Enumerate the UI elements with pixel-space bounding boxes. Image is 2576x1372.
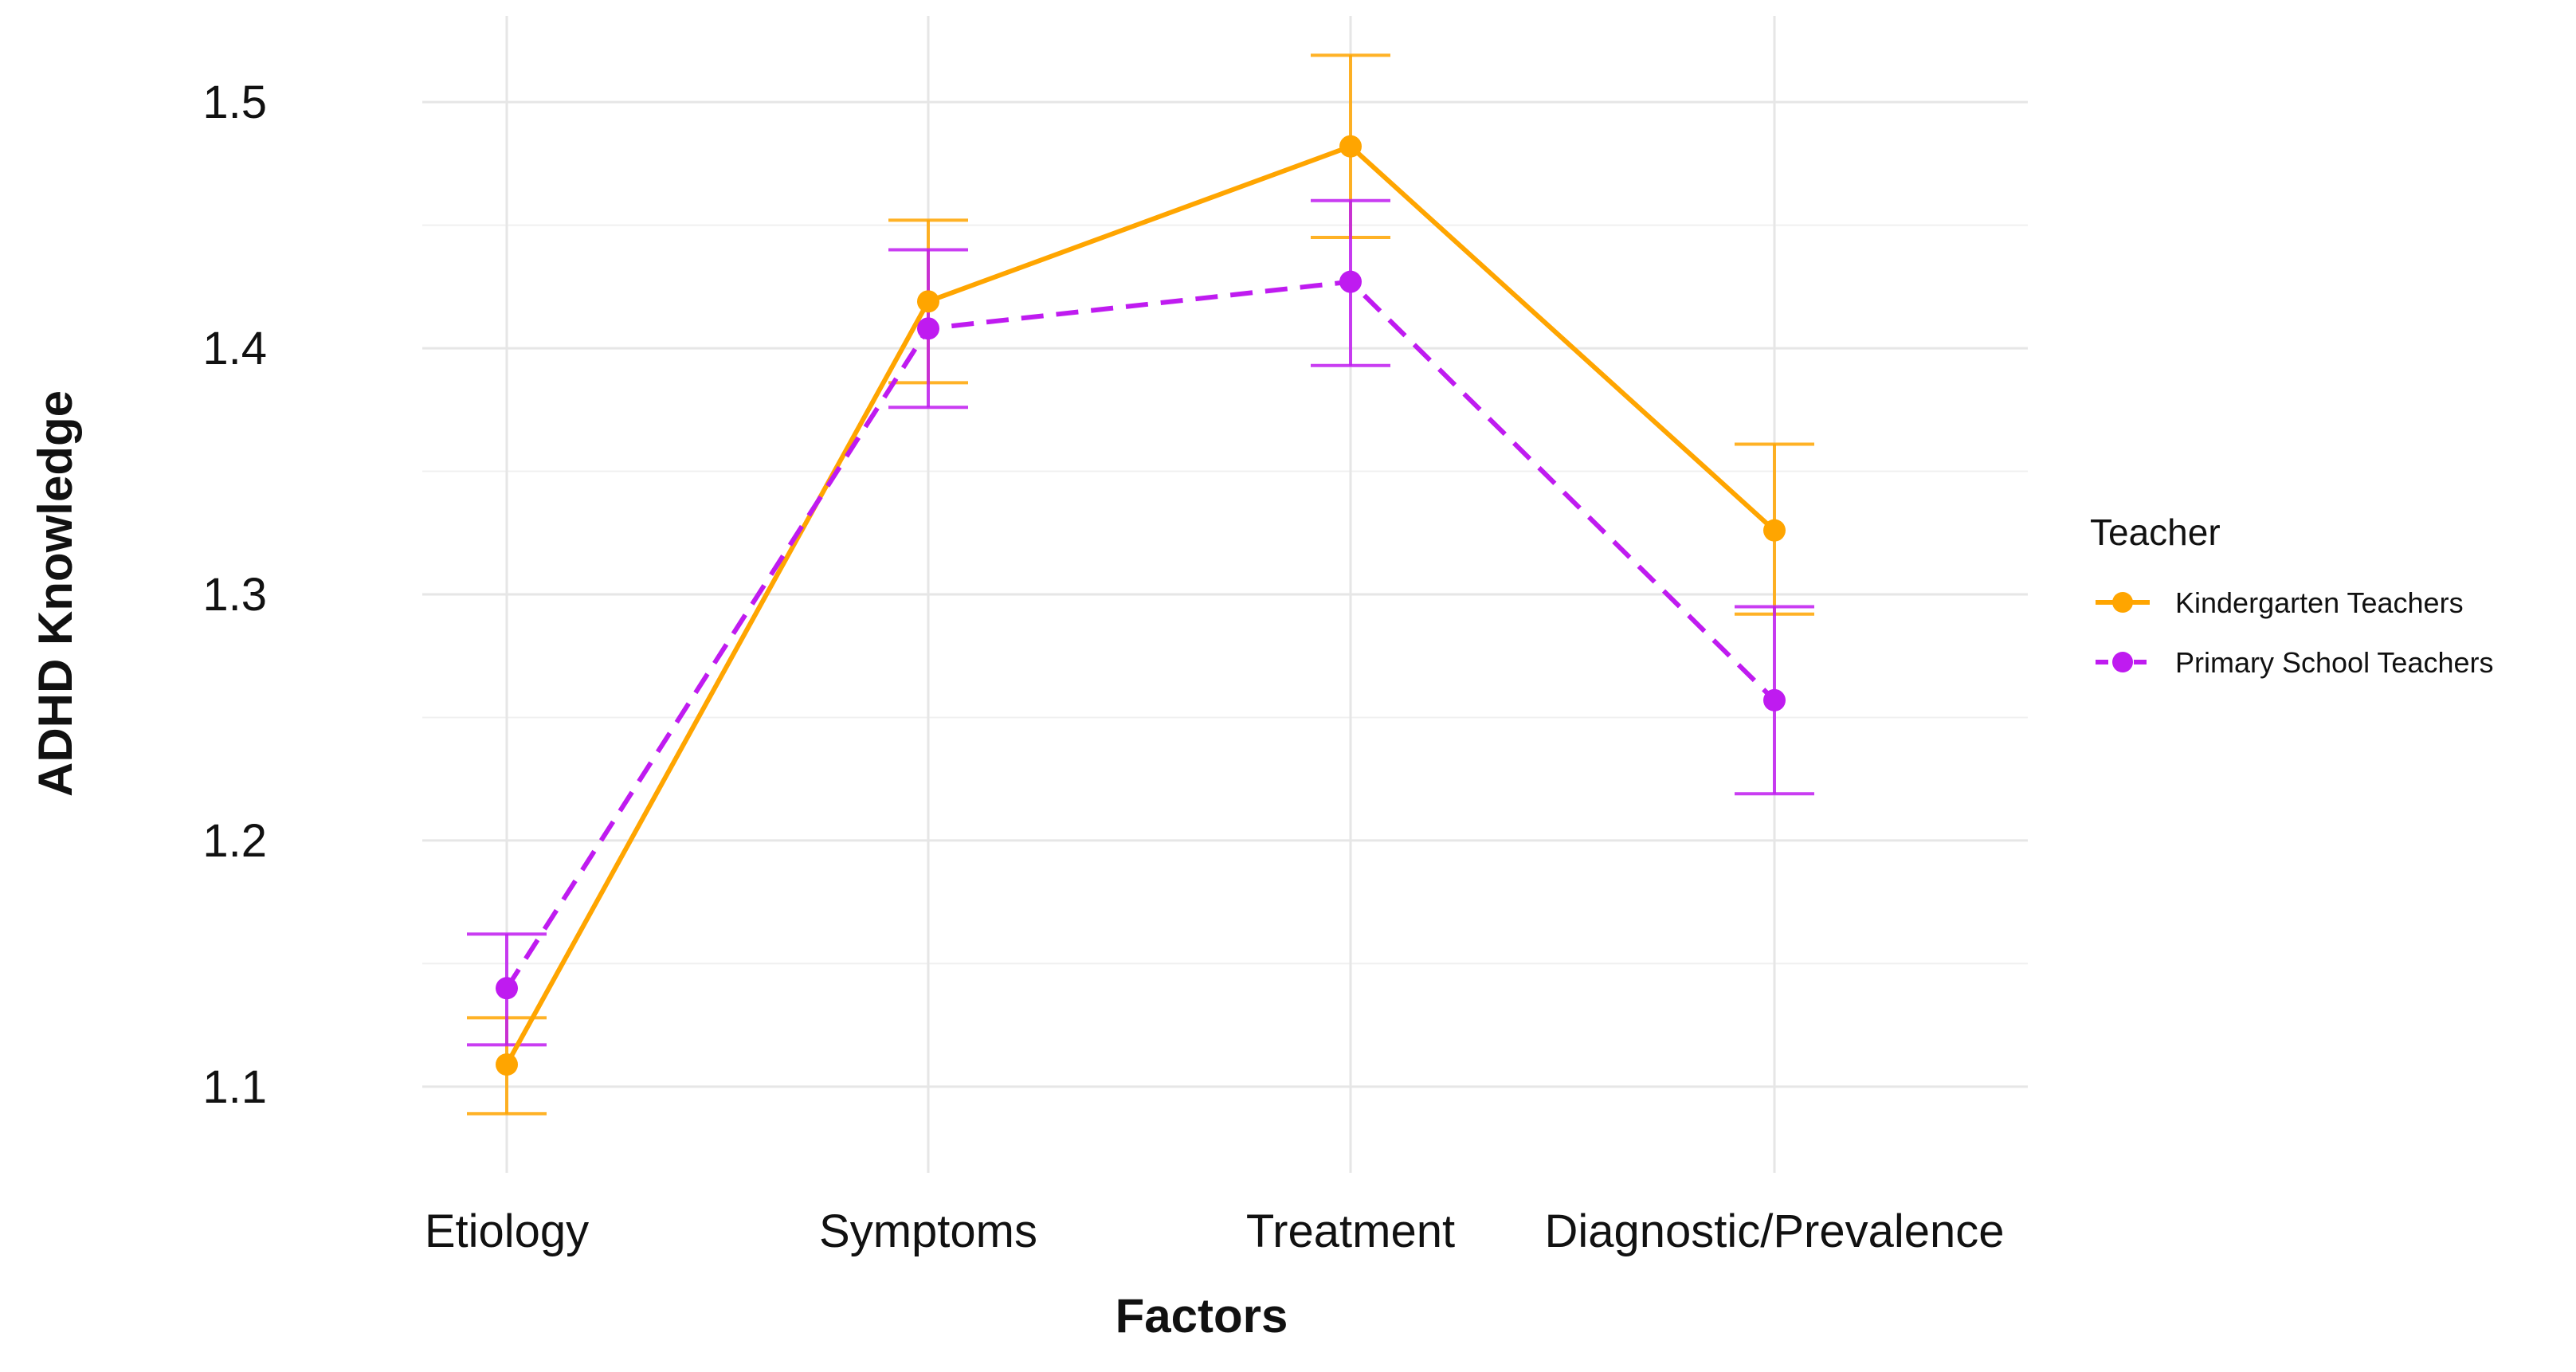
y-tick-label: 1.4 [202, 323, 267, 374]
legend-items: Kindergarten Teachers Primary School Teac… [2096, 586, 2494, 679]
grid [422, 16, 2028, 1173]
legend-label: Kindergarten Teachers [2175, 586, 2464, 619]
x-tick-label: Treatment [1246, 1205, 1455, 1257]
data-point [1339, 270, 1362, 293]
series-line [504, 143, 1777, 1066]
y-tick-label: 1.1 [202, 1061, 267, 1113]
data-point [1339, 135, 1362, 158]
series-points [496, 135, 1786, 1076]
legend-key-point [2112, 592, 2133, 613]
legend-label: Primary School Teachers [2175, 646, 2494, 679]
legend-title: Teacher [2090, 512, 2221, 553]
y-tick-label: 1.5 [202, 76, 267, 128]
legend-item: Kindergarten Teachers [2096, 586, 2464, 619]
data-point [496, 1053, 518, 1076]
y-tick-label: 1.2 [202, 815, 267, 867]
tick-labels: 1.1 1.2 1.3 1.4 1.5 Etiology Symptoms Treatment… [202, 76, 2004, 1257]
data-point [917, 317, 939, 340]
series-lines [504, 143, 1777, 1066]
legend: Teacher Kindergarten Teachers Primary Sch… [2090, 512, 2494, 679]
data-point [496, 977, 518, 1000]
y-axis-title: ADHD Knowledge [29, 390, 82, 797]
data-point [917, 290, 939, 313]
x-axis-title: Factors [1115, 1289, 1288, 1343]
data-point [1763, 688, 1786, 711]
x-tick-label: Etiology [425, 1205, 589, 1257]
data-point [1763, 519, 1786, 542]
x-tick-label: Symptoms [819, 1205, 1037, 1257]
series-line [504, 279, 1777, 990]
legend-key-point [2112, 652, 2133, 672]
y-tick-label: 1.3 [202, 569, 267, 621]
legend-item: Primary School Teachers [2096, 646, 2494, 679]
error-bars [467, 53, 1814, 1115]
x-tick-label: Diagnostic/Prevalence [1544, 1205, 2004, 1257]
